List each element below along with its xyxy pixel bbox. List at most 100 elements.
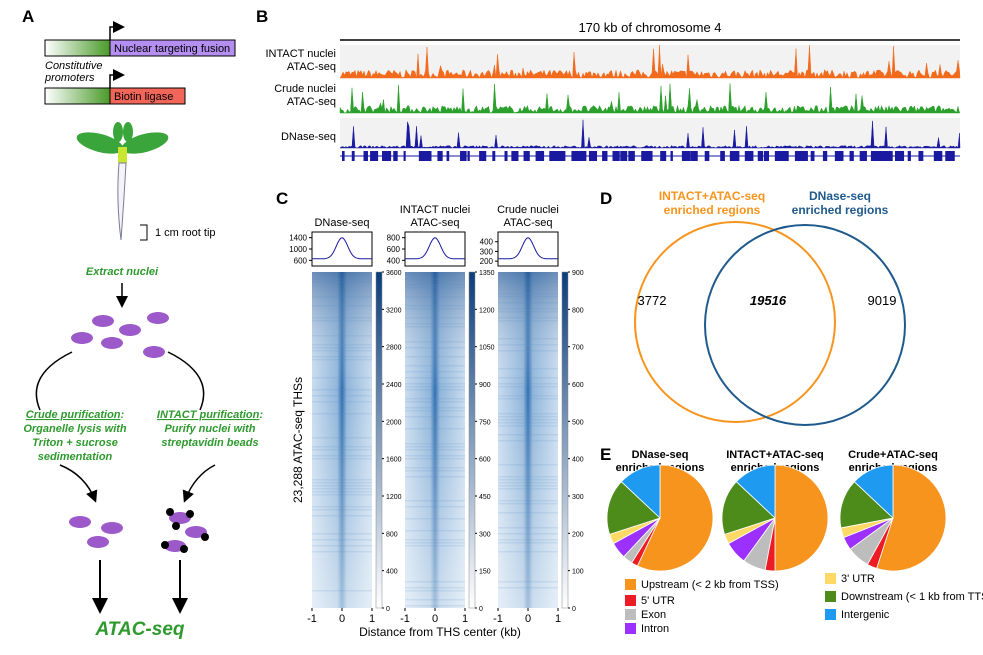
- legend-swatch: [625, 595, 636, 606]
- heatmap-noise: [405, 308, 465, 310]
- heatmap-noise: [405, 287, 465, 289]
- promoter-label: Constitutive: [45, 60, 102, 72]
- colorbar-tick-label: 0: [479, 606, 483, 613]
- heatmap-noise: [312, 515, 372, 517]
- pie-slice: [606, 481, 661, 535]
- heatmap-noise: [312, 509, 372, 511]
- pie-slice: [620, 464, 661, 519]
- legend-swatch: [825, 591, 836, 602]
- heatmap-noise: [498, 512, 558, 514]
- colorbar-tick-label: 1050: [479, 345, 495, 352]
- legend-swatch: [625, 579, 636, 590]
- heatmap-noise: [405, 398, 465, 400]
- colorbar-tick-label: 900: [479, 382, 491, 389]
- gene: [370, 151, 379, 161]
- heatmap-noise: [498, 440, 558, 442]
- heatmap-noise: [405, 530, 465, 532]
- colorbar-tick-label: 0: [572, 606, 576, 613]
- heatmap-noise: [498, 308, 558, 310]
- heatmap-noise: [498, 416, 558, 418]
- heatmap-noise: [312, 494, 372, 496]
- column-title: ATAC-seq: [410, 217, 459, 229]
- gene: [492, 151, 496, 161]
- heatmap-noise: [405, 377, 465, 379]
- panel-a-drawing: [35, 21, 236, 614]
- gene: [437, 151, 443, 161]
- gene: [794, 151, 805, 161]
- heatmap-noise: [498, 527, 558, 529]
- crude-title-suffix: :: [121, 409, 125, 421]
- heatmap-noise: [498, 587, 558, 589]
- heatmap-noise: [498, 485, 558, 487]
- gene: [393, 151, 398, 161]
- heatmap-noise: [312, 377, 372, 379]
- heatmap-noise: [405, 323, 465, 325]
- profile-tick-label: 200: [480, 257, 494, 266]
- gene: [479, 151, 487, 161]
- heatmap-noise: [312, 491, 372, 493]
- heatmap-noise: [498, 344, 558, 346]
- colorbar-tick-label: 400: [572, 457, 584, 464]
- heatmap-noise: [405, 455, 465, 457]
- heatmap-noise: [312, 455, 372, 457]
- x-tick-label: 1: [462, 613, 468, 625]
- heatmap-shade: [405, 272, 465, 608]
- colorbar: [375, 271, 383, 609]
- profile-tick-label: 1400: [289, 234, 307, 243]
- gene: [558, 151, 566, 161]
- heatmap-noise: [498, 338, 558, 340]
- heatmap-noise: [405, 542, 465, 544]
- gene: [894, 151, 905, 161]
- heatmap-noise: [312, 590, 372, 592]
- profile-frame: [311, 231, 373, 267]
- gene: [523, 151, 530, 161]
- heatmap-noise: [405, 296, 465, 298]
- x-tick-label: -1: [493, 613, 503, 625]
- pie-slice: [853, 464, 894, 519]
- heatmap-noise: [312, 350, 372, 352]
- track-label: ATAC-seq: [287, 96, 336, 108]
- heatmap-noise: [312, 296, 372, 298]
- colorbar-tick-label: 1200: [479, 307, 495, 314]
- colorbar-tick-label: 450: [479, 494, 491, 501]
- colorbar-tick-label: 1350: [479, 270, 495, 277]
- crude-title: Crude purification:: [26, 409, 125, 421]
- heatmap-noise: [312, 458, 372, 460]
- track-label: INTACT nuclei: [265, 48, 336, 60]
- gene: [342, 151, 345, 161]
- column-title: DNase-seq: [314, 217, 369, 229]
- heatmap-noise: [405, 386, 465, 388]
- track-bg: [340, 118, 960, 148]
- colorbar-tick-label: 1200: [386, 494, 402, 501]
- gene: [945, 151, 955, 161]
- heatmap-noise: [498, 539, 558, 541]
- gene: [535, 151, 545, 161]
- heatmap-noise: [312, 359, 372, 361]
- heatmap-noise: [312, 317, 372, 319]
- heatmap-noise: [405, 443, 465, 445]
- heatmap-noise: [498, 551, 558, 553]
- gene: [467, 151, 470, 161]
- profile-curve: [312, 237, 372, 260]
- x-tick-label: -1: [307, 613, 317, 625]
- heatmap-noise: [405, 470, 465, 472]
- profile-curve: [405, 237, 465, 260]
- gene: [849, 151, 854, 161]
- heatmap-noise: [498, 368, 558, 370]
- colorbar-tick-label: 800: [572, 307, 584, 314]
- heatmap-noise: [405, 599, 465, 601]
- venn-count: 3772: [638, 293, 667, 308]
- legend-label: 3' UTR: [841, 573, 875, 585]
- heatmap-noise: [498, 503, 558, 505]
- x-tick-label: 1: [555, 613, 561, 625]
- heatmap-noise: [312, 437, 372, 439]
- heatmap-noise: [405, 428, 465, 430]
- colorbar-tick-label: 2400: [386, 382, 402, 389]
- track-label: ATAC-seq: [287, 61, 336, 73]
- gene: [446, 151, 450, 161]
- pie-title: INTACT+ATAC-seq: [726, 449, 823, 461]
- gene: [620, 151, 628, 161]
- gene: [834, 151, 844, 161]
- pie-title: DNase-seq: [632, 449, 689, 461]
- gene: [720, 151, 725, 161]
